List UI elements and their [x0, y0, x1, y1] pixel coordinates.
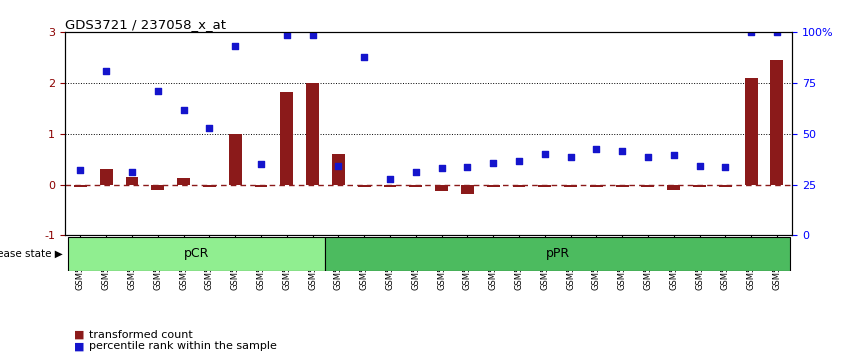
Bar: [745, 78, 758, 184]
Bar: [152, 184, 165, 190]
Point: [486, 160, 500, 166]
Point: [100, 68, 113, 74]
Bar: [384, 184, 397, 187]
Bar: [719, 184, 732, 187]
Point: [564, 154, 578, 159]
Bar: [326, 237, 790, 271]
Point: [461, 164, 475, 170]
Point: [538, 151, 552, 157]
Text: percentile rank within the sample: percentile rank within the sample: [89, 341, 277, 351]
Point: [306, 33, 320, 38]
Bar: [307, 83, 319, 184]
Bar: [100, 169, 113, 184]
Text: pPR: pPR: [546, 247, 570, 261]
Bar: [74, 184, 87, 187]
Point: [512, 158, 526, 164]
Bar: [358, 184, 371, 187]
Bar: [487, 184, 500, 187]
Point: [74, 167, 87, 173]
Bar: [539, 184, 551, 187]
Point: [719, 164, 733, 170]
Point: [229, 43, 242, 49]
Bar: [668, 184, 680, 190]
Bar: [590, 184, 603, 187]
Bar: [564, 184, 577, 187]
Bar: [435, 184, 448, 190]
Bar: [771, 60, 784, 184]
Bar: [255, 184, 268, 187]
Point: [770, 29, 784, 35]
Bar: [68, 237, 326, 271]
Point: [667, 152, 681, 158]
Point: [615, 149, 629, 154]
Text: pCR: pCR: [184, 247, 210, 261]
Bar: [513, 184, 526, 187]
Point: [383, 177, 397, 182]
Text: GDS3721 / 237058_x_at: GDS3721 / 237058_x_at: [65, 18, 226, 31]
Point: [332, 163, 346, 169]
Point: [125, 169, 139, 175]
Point: [151, 88, 165, 94]
Point: [254, 161, 268, 167]
Bar: [642, 184, 655, 187]
Bar: [281, 92, 294, 184]
Point: [435, 165, 449, 171]
Point: [280, 33, 294, 38]
Bar: [332, 154, 345, 184]
Bar: [693, 184, 706, 187]
Point: [590, 146, 604, 152]
Point: [203, 125, 216, 130]
Bar: [616, 184, 629, 187]
Point: [358, 55, 372, 60]
Bar: [126, 177, 139, 184]
Point: [693, 163, 707, 169]
Bar: [461, 184, 474, 194]
Bar: [178, 178, 190, 184]
Point: [409, 169, 423, 175]
Text: disease state ▶: disease state ▶: [0, 249, 62, 259]
Point: [641, 154, 655, 159]
Point: [177, 107, 191, 113]
Text: transformed count: transformed count: [89, 330, 193, 339]
Bar: [229, 134, 242, 184]
Text: ■: ■: [74, 341, 87, 351]
Text: ■: ■: [74, 330, 87, 339]
Point: [744, 29, 758, 35]
Bar: [203, 184, 216, 187]
Bar: [410, 184, 423, 187]
